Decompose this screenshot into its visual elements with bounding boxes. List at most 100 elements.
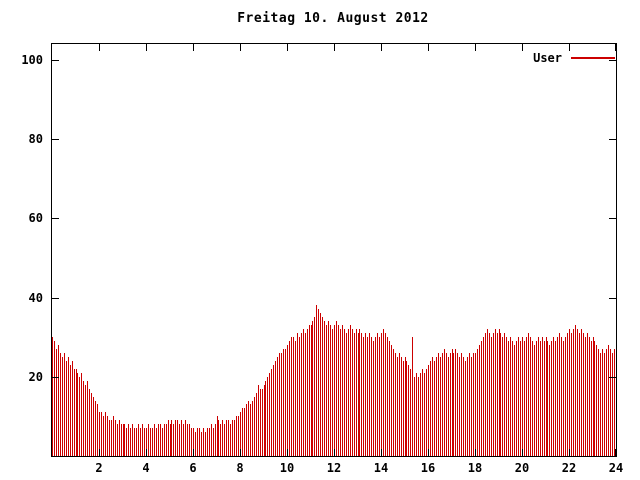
bar: [275, 361, 276, 456]
legend: User: [533, 51, 615, 65]
bar: [375, 337, 376, 456]
x-tick-label: 16: [420, 461, 436, 475]
bar: [154, 424, 155, 456]
bar: [598, 349, 599, 456]
bar: [348, 329, 349, 456]
y-tick: [52, 218, 59, 219]
bar: [530, 337, 531, 456]
bar: [559, 333, 560, 456]
bar: [369, 333, 370, 456]
bar: [207, 428, 208, 456]
bar: [269, 373, 270, 456]
bar: [134, 428, 135, 456]
bar: [228, 420, 229, 456]
x-tick-label: 12: [326, 461, 342, 475]
bar: [434, 361, 435, 456]
bar: [277, 357, 278, 456]
bar: [121, 424, 122, 456]
x-tick-mirror: [475, 44, 476, 51]
bar: [405, 357, 406, 456]
bar: [373, 341, 374, 456]
bar: [299, 337, 300, 456]
bar: [105, 412, 106, 456]
bar: [546, 337, 547, 456]
bar: [504, 333, 505, 456]
bar: [459, 357, 460, 456]
bar: [126, 428, 127, 456]
bar: [195, 432, 196, 456]
bar: [538, 337, 539, 456]
bar: [162, 428, 163, 456]
bar: [463, 357, 464, 456]
bar: [516, 341, 517, 456]
bar: [414, 377, 415, 456]
bar: [181, 420, 182, 456]
bar: [457, 353, 458, 456]
y-tick-label: 100: [21, 53, 43, 67]
bar: [179, 424, 180, 456]
bar: [142, 424, 143, 456]
bar: [481, 341, 482, 456]
bar: [314, 317, 315, 456]
bar: [232, 420, 233, 456]
bar: [573, 329, 574, 456]
bar: [303, 329, 304, 456]
bar: [542, 337, 543, 456]
y-tick-mirror: [609, 60, 616, 61]
bar: [510, 337, 511, 456]
bar: [377, 333, 378, 456]
bar: [230, 424, 231, 456]
bar: [450, 353, 451, 456]
bar: [483, 337, 484, 456]
bar: [426, 369, 427, 456]
bar: [224, 424, 225, 456]
bar: [575, 325, 576, 456]
bar: [152, 428, 153, 456]
bar: [93, 397, 94, 456]
bar: [316, 305, 317, 456]
bar: [326, 325, 327, 456]
bar: [589, 337, 590, 456]
bar: [254, 397, 255, 456]
bar: [387, 337, 388, 456]
x-tick-label: 14: [373, 461, 389, 475]
legend-label: User: [533, 51, 562, 65]
bar: [209, 428, 210, 456]
bar: [465, 361, 466, 456]
bar: [401, 357, 402, 456]
bar: [168, 420, 169, 456]
bar: [583, 333, 584, 456]
bar: [416, 373, 417, 456]
bar: [97, 404, 98, 456]
bar: [56, 349, 57, 456]
bar: [502, 337, 503, 456]
bar: [285, 349, 286, 456]
x-tick-mirror: [99, 44, 100, 51]
x-tick: [522, 449, 523, 456]
bar: [393, 349, 394, 456]
bar: [211, 424, 212, 456]
x-tick: [193, 449, 194, 456]
bar: [524, 341, 525, 456]
bar: [322, 317, 323, 456]
bar: [379, 337, 380, 456]
bar: [177, 420, 178, 456]
bar: [171, 420, 172, 456]
bar: [307, 329, 308, 456]
bar: [60, 353, 61, 456]
bar: [301, 333, 302, 456]
bar: [250, 404, 251, 456]
bar: [356, 329, 357, 456]
bar: [283, 349, 284, 456]
bar: [493, 333, 494, 456]
bar: [428, 365, 429, 456]
bar: [281, 353, 282, 456]
bar: [520, 341, 521, 456]
bar: [54, 341, 55, 456]
bar: [222, 420, 223, 456]
bar: [191, 428, 192, 456]
x-tick: [428, 449, 429, 456]
bar: [444, 349, 445, 456]
bar: [614, 349, 615, 456]
bar: [130, 428, 131, 456]
